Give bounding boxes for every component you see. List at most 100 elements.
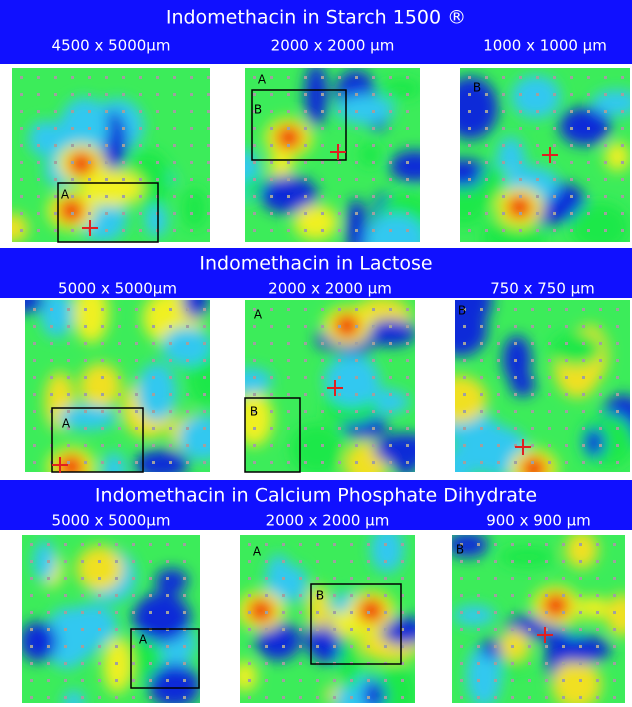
region-letter: B	[316, 589, 324, 603]
grid-dot	[502, 161, 505, 164]
grid-dot	[355, 308, 358, 311]
section-title: Indomethacin in Lactose	[199, 253, 432, 275]
grid-dot	[528, 543, 531, 546]
grid-dot	[565, 444, 568, 447]
grid-dot	[190, 127, 193, 130]
grid-dot	[406, 393, 409, 396]
grid-dot	[135, 359, 138, 362]
grid-dot	[477, 577, 480, 580]
grid-dot	[511, 696, 514, 699]
grid-dot	[545, 543, 548, 546]
grid-dot	[350, 628, 353, 631]
grid-dot	[497, 308, 500, 311]
grid-dot	[186, 410, 189, 413]
grid-dot	[545, 560, 548, 563]
grid-dot	[132, 611, 135, 614]
grid-dot	[20, 110, 23, 113]
grid-dot	[248, 662, 251, 665]
grid-dot	[190, 76, 193, 79]
grid-dot	[562, 679, 565, 682]
grid-dot	[248, 628, 251, 631]
grid-dot	[372, 144, 375, 147]
grid-dot	[30, 543, 33, 546]
grid-dot	[67, 308, 70, 311]
grid-dot	[494, 611, 497, 614]
grid-dot	[183, 645, 186, 648]
grid-dot	[582, 342, 585, 345]
grid-dot	[81, 594, 84, 597]
grid-dot	[321, 127, 324, 130]
grid-dot	[502, 76, 505, 79]
grid-dot	[67, 393, 70, 396]
grid-dot	[84, 410, 87, 413]
grid-dot	[579, 577, 582, 580]
grid-dot	[355, 144, 358, 147]
grid-dot	[468, 212, 471, 215]
grid-dot	[30, 611, 33, 614]
grid-dot	[37, 127, 40, 130]
blob	[235, 391, 273, 446]
grid-dot	[122, 110, 125, 113]
grid-dot	[115, 696, 118, 699]
grid-dot	[270, 461, 273, 464]
grid-dot	[596, 560, 599, 563]
blob	[336, 94, 395, 124]
grid-dot	[519, 178, 522, 181]
grid-dot	[270, 195, 273, 198]
grid-dot	[105, 76, 108, 79]
grid-dot	[84, 461, 87, 464]
grid-dot	[270, 444, 273, 447]
grid-dot	[299, 696, 302, 699]
grid-dot	[372, 161, 375, 164]
blob	[390, 151, 440, 183]
grid-dot	[321, 161, 324, 164]
grid-dot	[135, 308, 138, 311]
grid-dot	[270, 376, 273, 379]
grid-dot	[460, 611, 463, 614]
grid-dot	[203, 359, 206, 362]
grid-dot	[71, 93, 74, 96]
grid-dot	[139, 229, 142, 232]
grid-dot	[71, 212, 74, 215]
blob	[155, 568, 188, 593]
scale-label: 900 x 900 µm	[486, 512, 591, 530]
grid-dot	[186, 342, 189, 345]
grid-dot	[287, 393, 290, 396]
grid-dot	[190, 195, 193, 198]
grid-dot	[304, 444, 307, 447]
grid-dot	[321, 461, 324, 464]
grid-dot	[536, 110, 539, 113]
grid-dot	[548, 461, 551, 464]
grid-dot	[316, 577, 319, 580]
grid-dot	[132, 577, 135, 580]
grid-dot	[468, 161, 471, 164]
grid-dot	[135, 342, 138, 345]
grid-dot	[514, 359, 517, 362]
grid-dot	[372, 308, 375, 311]
grid-dot	[122, 144, 125, 147]
grid-dot	[514, 461, 517, 464]
grid-dot	[514, 342, 517, 345]
grid-dot	[265, 611, 268, 614]
grid-dot	[207, 161, 210, 164]
grid-dot	[463, 376, 466, 379]
grid-dot	[67, 376, 70, 379]
blob	[29, 121, 61, 157]
grid-dot	[502, 93, 505, 96]
grid-dot	[270, 127, 273, 130]
grid-dot	[587, 127, 590, 130]
grid-dot	[101, 444, 104, 447]
grid-dot	[287, 461, 290, 464]
blob	[228, 368, 273, 394]
grid-dot	[372, 461, 375, 464]
grid-dot	[372, 427, 375, 430]
grid-dot	[528, 696, 531, 699]
grid-dot	[570, 161, 573, 164]
grid-dot	[333, 679, 336, 682]
grid-dot	[519, 110, 522, 113]
grid-dot	[248, 696, 251, 699]
grid-dot	[321, 212, 324, 215]
grid-dot	[367, 560, 370, 563]
grid-dot	[372, 359, 375, 362]
grid-dot	[599, 427, 602, 430]
